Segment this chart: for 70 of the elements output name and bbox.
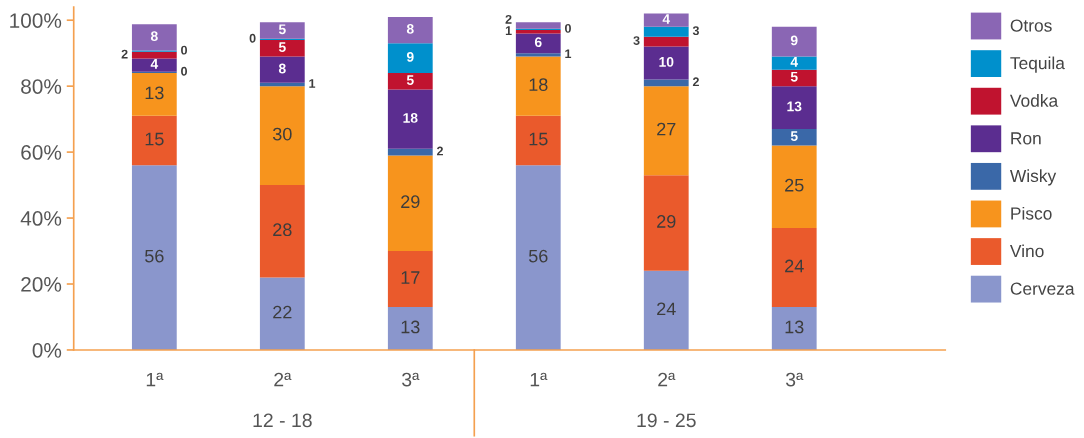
y-tick-label: 60% xyxy=(21,145,62,160)
y-tick-label: 20% xyxy=(21,277,62,292)
data-label: 27 xyxy=(657,122,676,136)
data-label: 30 xyxy=(272,127,292,141)
data-label: 2 xyxy=(692,77,699,87)
data-label: 22 xyxy=(273,305,292,319)
y-tick-label: 40% xyxy=(20,211,62,226)
x-tick-label: 2ª xyxy=(658,372,676,387)
data-label: 5 xyxy=(278,42,286,52)
data-label: 13 xyxy=(787,101,802,112)
data-label: 13 xyxy=(785,320,804,334)
legend-label: Tequila xyxy=(1010,56,1065,73)
x-tick-label: 2ª xyxy=(274,372,292,387)
legend-label: Pisco xyxy=(1011,206,1052,220)
data-label: 18 xyxy=(403,113,418,123)
data-label: 4 xyxy=(790,57,799,67)
data-label: 3 xyxy=(633,36,640,46)
data-label: 0 xyxy=(181,45,188,55)
text: 12 - 18 xyxy=(253,413,312,428)
x-tick-label: 1ª xyxy=(146,372,164,387)
data-label: 24 xyxy=(785,259,804,273)
x-tick-label: 3ª xyxy=(402,372,420,387)
data-label: 15 xyxy=(529,132,548,146)
data-label: 29 xyxy=(401,195,420,209)
data-label: 8 xyxy=(278,63,286,74)
data-label: 15 xyxy=(145,132,164,146)
data-label: 8 xyxy=(150,31,158,42)
data-label: 17 xyxy=(401,271,420,284)
data-label: 5 xyxy=(278,24,286,35)
data-label: 13 xyxy=(401,320,420,334)
data-label: 9 xyxy=(406,52,414,62)
legend-label: Otros xyxy=(1010,19,1052,32)
x-tick-label: 3ª xyxy=(785,372,804,387)
data-label: 6 xyxy=(534,37,542,48)
data-label: 9 xyxy=(790,35,798,46)
y-tick-label: 80% xyxy=(21,79,62,94)
data-label: 1 xyxy=(505,26,512,35)
data-label: 1 xyxy=(309,79,316,88)
data-label: 5 xyxy=(406,75,414,85)
legend-label: Vino xyxy=(1009,244,1044,258)
data-label: 24 xyxy=(657,302,676,316)
data-label: 2 xyxy=(121,49,128,59)
data-label: 0 xyxy=(249,33,256,43)
data-label: 56 xyxy=(528,249,548,263)
legend-label: Wisky xyxy=(1009,169,1057,186)
data-label: 25 xyxy=(785,178,804,192)
data-label: 8 xyxy=(406,23,414,34)
data-label: 2 xyxy=(436,146,443,156)
data-label: 29 xyxy=(657,215,676,228)
legend-label: Vodka xyxy=(1009,94,1059,107)
legend-label: Ron xyxy=(1011,132,1041,145)
data-label: 56 xyxy=(145,249,164,263)
data-label: 5 xyxy=(790,131,798,141)
data-label: 0 xyxy=(565,23,571,33)
data-label: 18 xyxy=(529,78,548,91)
data-label: 10 xyxy=(659,56,674,67)
data-label: 4 xyxy=(662,14,671,24)
data-label: 13 xyxy=(145,86,164,100)
data-label: 4 xyxy=(150,59,159,69)
legend-label: Cerveza xyxy=(1010,282,1075,295)
data-label: 2 xyxy=(505,14,512,24)
data-label: 5 xyxy=(790,71,798,82)
y-tick-label: 0% xyxy=(32,342,62,358)
data-label: 0 xyxy=(181,66,188,76)
text: 19 - 25 xyxy=(637,413,696,428)
data-label: 28 xyxy=(273,223,292,237)
data-label: 3 xyxy=(692,26,699,36)
y-tick-label: 100% xyxy=(10,13,62,28)
data-label: 1 xyxy=(565,49,572,59)
x-tick-label: 1ª xyxy=(530,372,548,387)
